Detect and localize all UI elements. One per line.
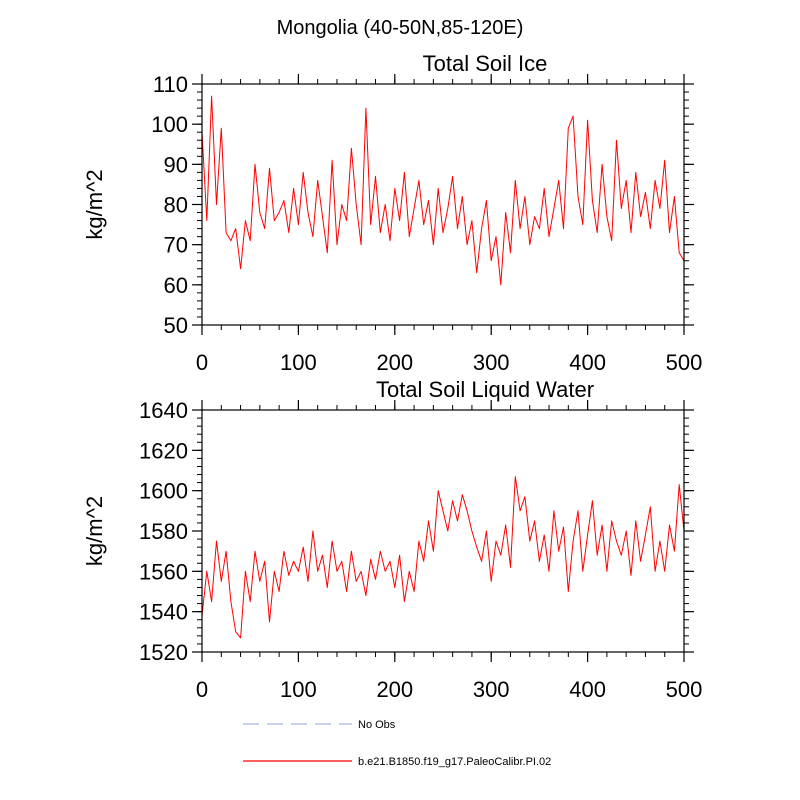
panel-1: Total Soil Ice kg/m^2 50 60 70 80 90 100 110 0 100… [82,51,702,375]
y-tick-label: 1580 [139,519,188,544]
x-tick-label: 500 [666,677,703,702]
x-tick-label: 200 [376,350,413,375]
y-axis-label: kg/m^2 [82,496,107,566]
y-tick-label: 70 [164,233,188,258]
y-tick-label: 1520 [139,640,188,665]
y-tick-label: 1560 [139,559,188,584]
series-line [201,95,685,286]
panel-title: Total Soil Ice [423,51,548,76]
x-tick-label: 0 [196,350,208,375]
y-tick-label: 90 [164,152,188,177]
x-tick-label: 500 [666,350,703,375]
plot-frame [201,83,685,326]
y-tick-label: 110 [153,72,188,97]
y-tick-label: 1540 [139,600,188,625]
series-line [201,476,685,639]
panel-2: Total Soil Liquid Water kg/m^2 1520 1540 156… [82,377,702,702]
x-tick-label: 400 [569,350,606,375]
legend: No Obs b.e21.B1850.f19_g17.PaleoCalibr.PI… [243,719,551,768]
y-tick-label: 1600 [139,479,188,504]
figure-title: Mongolia (40-50N,85-120E) [277,17,524,39]
x-tick-label: 100 [280,677,317,702]
x-tick-label: 200 [376,677,413,702]
x-tick-label: 300 [473,350,510,375]
y-tick-label: 100 [151,112,188,137]
x-tick-label: 400 [569,677,606,702]
y-tick-label: 1620 [139,438,188,463]
legend-label-1: No Obs [358,719,396,731]
y-tick-label: 60 [164,273,188,298]
panel-title: Total Soil Liquid Water [376,377,594,402]
y-tick-label: 80 [164,193,188,218]
y-axis-label: kg/m^2 [82,169,107,239]
x-tick-label: 0 [196,677,208,702]
panels: Total Soil Ice kg/m^2 50 60 70 80 90 100 110 0 100… [82,51,702,702]
y-tick-label: 50 [164,313,188,338]
y-tick-label: 1640 [139,398,188,423]
x-tick-label: 100 [280,350,317,375]
legend-label-2: b.e21.B1850.f19_g17.PaleoCalibr.PI.02 [358,756,551,768]
plot-frame [201,409,685,653]
x-tick-label: 300 [473,677,510,702]
